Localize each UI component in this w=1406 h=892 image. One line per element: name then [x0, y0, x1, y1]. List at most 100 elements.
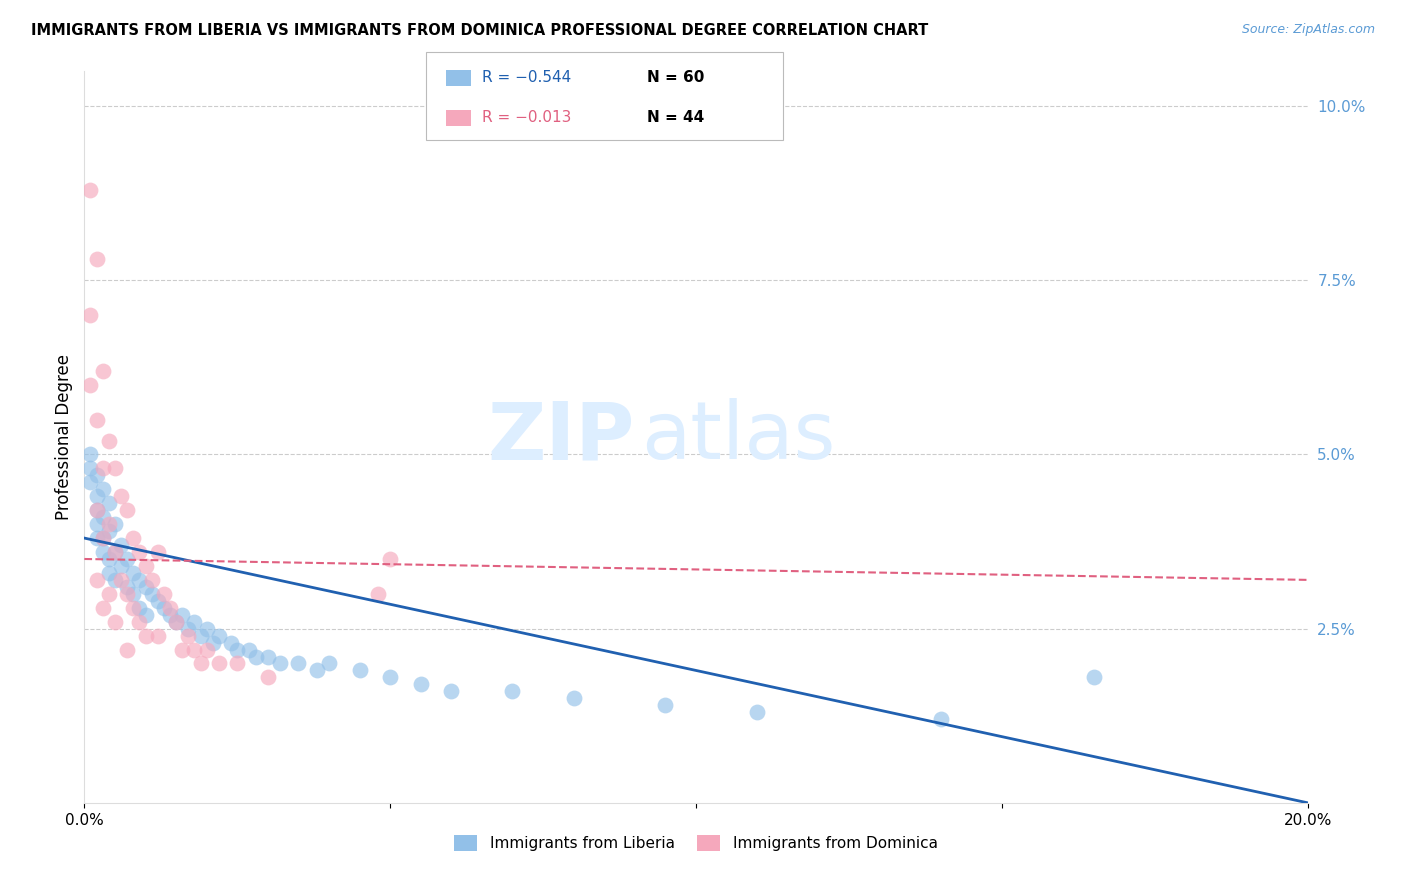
Point	[141, 587, 163, 601]
Text: R = −0.013: R = −0.013	[482, 110, 572, 125]
Point	[86, 412, 108, 426]
Point	[135, 607, 157, 622]
Point	[110, 538, 132, 552]
Point	[1083, 670, 1105, 684]
Point	[146, 594, 169, 608]
Point	[97, 587, 120, 601]
Point	[562, 691, 585, 706]
Point	[257, 670, 280, 684]
Point	[238, 642, 260, 657]
Point	[146, 545, 169, 559]
Point	[287, 657, 309, 671]
Point	[86, 517, 108, 532]
Point	[245, 649, 267, 664]
Point	[115, 503, 138, 517]
Point	[269, 657, 291, 671]
Point	[190, 629, 212, 643]
Point	[195, 642, 218, 657]
Point	[409, 677, 432, 691]
Point	[172, 607, 194, 622]
Point	[380, 670, 402, 684]
Point	[86, 252, 108, 267]
Point	[110, 573, 132, 587]
Point	[91, 461, 114, 475]
Point	[141, 573, 163, 587]
Text: IMMIGRANTS FROM LIBERIA VS IMMIGRANTS FROM DOMINICA PROFESSIONAL DEGREE CORRELAT: IMMIGRANTS FROM LIBERIA VS IMMIGRANTS FR…	[31, 23, 928, 38]
Point	[122, 566, 145, 580]
Point	[177, 622, 200, 636]
Point	[747, 705, 769, 719]
Point	[318, 657, 340, 671]
Legend: Immigrants from Liberia, Immigrants from Dominica: Immigrants from Liberia, Immigrants from…	[449, 830, 943, 857]
Point	[86, 503, 108, 517]
Point	[135, 558, 157, 573]
Point	[257, 649, 280, 664]
Point	[97, 524, 120, 538]
Point	[367, 587, 389, 601]
Y-axis label: Professional Degree: Professional Degree	[55, 354, 73, 520]
Point	[226, 657, 249, 671]
Point	[110, 489, 132, 503]
Point	[146, 629, 169, 643]
Text: Source: ZipAtlas.com: Source: ZipAtlas.com	[1241, 23, 1375, 37]
Point	[153, 587, 176, 601]
Point	[380, 552, 402, 566]
Point	[104, 545, 127, 559]
Point	[165, 615, 187, 629]
Point	[91, 510, 114, 524]
Point	[115, 580, 138, 594]
Point	[91, 545, 114, 559]
Point	[159, 607, 181, 622]
Point	[104, 461, 127, 475]
Point	[97, 434, 120, 448]
Point	[172, 642, 194, 657]
Point	[79, 475, 101, 490]
Point	[86, 503, 108, 517]
Point	[115, 642, 138, 657]
Point	[79, 448, 101, 462]
Point	[104, 545, 127, 559]
Point	[86, 531, 108, 545]
Point	[79, 183, 101, 197]
Point	[201, 635, 224, 649]
Point	[86, 489, 108, 503]
Point	[219, 635, 242, 649]
Point	[135, 580, 157, 594]
Point	[190, 657, 212, 671]
Point	[128, 545, 150, 559]
Point	[91, 531, 114, 545]
Point	[104, 573, 127, 587]
Point	[654, 698, 676, 713]
Point	[115, 552, 138, 566]
Point	[91, 531, 114, 545]
Point	[86, 468, 108, 483]
Point	[79, 308, 101, 322]
Point	[305, 664, 328, 678]
Point	[97, 566, 120, 580]
Point	[91, 364, 114, 378]
Point	[128, 573, 150, 587]
Point	[128, 600, 150, 615]
Point	[122, 600, 145, 615]
Point	[79, 377, 101, 392]
Point	[183, 642, 205, 657]
Point	[440, 684, 463, 698]
Point	[91, 483, 114, 497]
Point	[115, 587, 138, 601]
Text: N = 44: N = 44	[647, 110, 704, 125]
Point	[165, 615, 187, 629]
Text: atlas: atlas	[641, 398, 835, 476]
Point	[104, 517, 127, 532]
Point	[208, 657, 231, 671]
Point	[208, 629, 231, 643]
Point	[122, 587, 145, 601]
Point	[97, 552, 120, 566]
Point	[195, 622, 218, 636]
Point	[86, 573, 108, 587]
Text: R = −0.544: R = −0.544	[482, 70, 571, 85]
Point	[183, 615, 205, 629]
Point	[91, 600, 114, 615]
Point	[929, 712, 952, 726]
Point	[226, 642, 249, 657]
Text: ZIP: ZIP	[488, 398, 636, 476]
